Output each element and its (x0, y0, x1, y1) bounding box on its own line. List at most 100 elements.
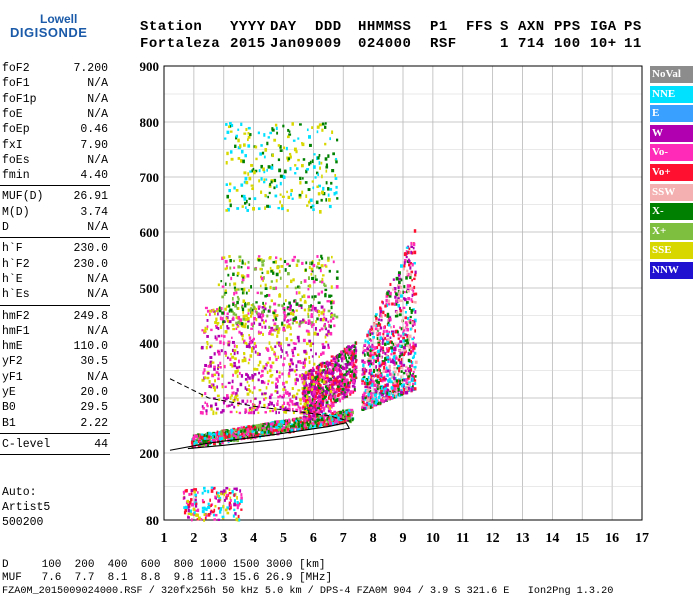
echo-point (211, 510, 215, 514)
echo-point (413, 354, 415, 359)
echo-point (369, 362, 373, 366)
echo-point (245, 432, 249, 436)
echo-point (183, 492, 185, 495)
echo-point (275, 184, 278, 188)
echo-point (404, 369, 407, 373)
param-separator (0, 237, 110, 239)
echo-point (221, 317, 224, 321)
legend-item-x: X+ (650, 222, 693, 240)
echo-point (322, 186, 325, 191)
echo-point (387, 380, 390, 383)
echo-point (327, 320, 330, 324)
echo-point (201, 510, 205, 514)
echo-point (228, 309, 231, 313)
echo-point (366, 398, 369, 402)
echo-point (307, 418, 311, 421)
echo-point (386, 291, 389, 296)
param-name: h`E (2, 272, 23, 286)
echo-point (311, 159, 314, 164)
echo-point (246, 208, 249, 212)
echo-point (413, 318, 417, 323)
x-tick-label: 3 (220, 531, 227, 546)
echo-point (331, 364, 334, 368)
echo-point (248, 289, 250, 292)
echo-point (307, 188, 311, 192)
echo-point (409, 371, 412, 376)
echo-point (194, 488, 198, 492)
echo-point (372, 380, 375, 384)
echo-point (406, 387, 409, 391)
echo-point (322, 369, 326, 372)
echo-point (236, 433, 239, 437)
echo-point (267, 424, 271, 429)
echo-point (326, 414, 329, 418)
echo-point (387, 319, 389, 322)
echo-point (414, 360, 418, 364)
echo-point (334, 357, 337, 361)
echo-point (369, 378, 373, 382)
x-tick-label: 11 (456, 531, 469, 546)
echo-point (387, 395, 391, 400)
echo-point (247, 361, 250, 365)
echo-point (305, 391, 309, 395)
echo-point (305, 386, 308, 390)
echo-point (387, 321, 390, 325)
echo-point (333, 394, 336, 398)
echo-point (345, 382, 349, 386)
echo-point (301, 141, 303, 145)
echo-point (224, 397, 228, 401)
param-name: B0 (2, 401, 16, 415)
echo-point (313, 332, 317, 336)
echo-point (253, 410, 256, 415)
echo-point (330, 405, 333, 409)
echo-point (263, 392, 267, 395)
echo-point (381, 394, 384, 397)
echo-point (384, 386, 387, 390)
echo-point (242, 339, 246, 343)
echo-point (341, 414, 344, 417)
echo-point (220, 307, 223, 310)
echo-point (380, 386, 383, 391)
param-value: N/A (87, 107, 108, 121)
echo-point (328, 205, 332, 209)
echo-point (203, 329, 206, 333)
echo-point (394, 302, 398, 306)
echo-point (333, 415, 337, 418)
echo-point (399, 294, 403, 298)
echo-point (200, 345, 204, 350)
echo-point (328, 378, 331, 381)
echo-point (275, 426, 278, 429)
echo-point (393, 363, 396, 366)
footer-muf-row: MUF 7.6 7.7 8.1 8.8 9.8 11.3 15.6 26.9 [… (2, 572, 333, 584)
echo-point (370, 325, 373, 329)
echo-point (320, 352, 323, 356)
param-value: 230.0 (73, 242, 108, 256)
echo-point (310, 304, 312, 308)
echo-point (339, 350, 343, 354)
param-value: 230.0 (73, 257, 108, 271)
echo-point (332, 300, 335, 305)
echo-point (329, 406, 332, 410)
echo-point (311, 270, 314, 273)
echo-point (224, 267, 227, 271)
echo-point (250, 322, 253, 326)
echo-point (258, 425, 261, 429)
echo-point (251, 410, 253, 415)
echo-point (279, 181, 282, 186)
echo-point (374, 346, 377, 350)
echo-point (282, 363, 285, 367)
echo-point (213, 367, 216, 371)
echo-point (272, 261, 276, 264)
echo-point (222, 399, 226, 404)
echo-point (283, 302, 285, 306)
echo-point (228, 404, 231, 407)
echo-point (294, 286, 297, 290)
header-value-1: 2015 (230, 36, 266, 52)
echo-point (213, 518, 216, 521)
echo-point (221, 516, 225, 520)
echo-point (396, 372, 400, 376)
echo-point (228, 488, 231, 492)
echo-point (236, 436, 239, 440)
echo-point (235, 288, 238, 291)
echo-point (236, 438, 240, 443)
